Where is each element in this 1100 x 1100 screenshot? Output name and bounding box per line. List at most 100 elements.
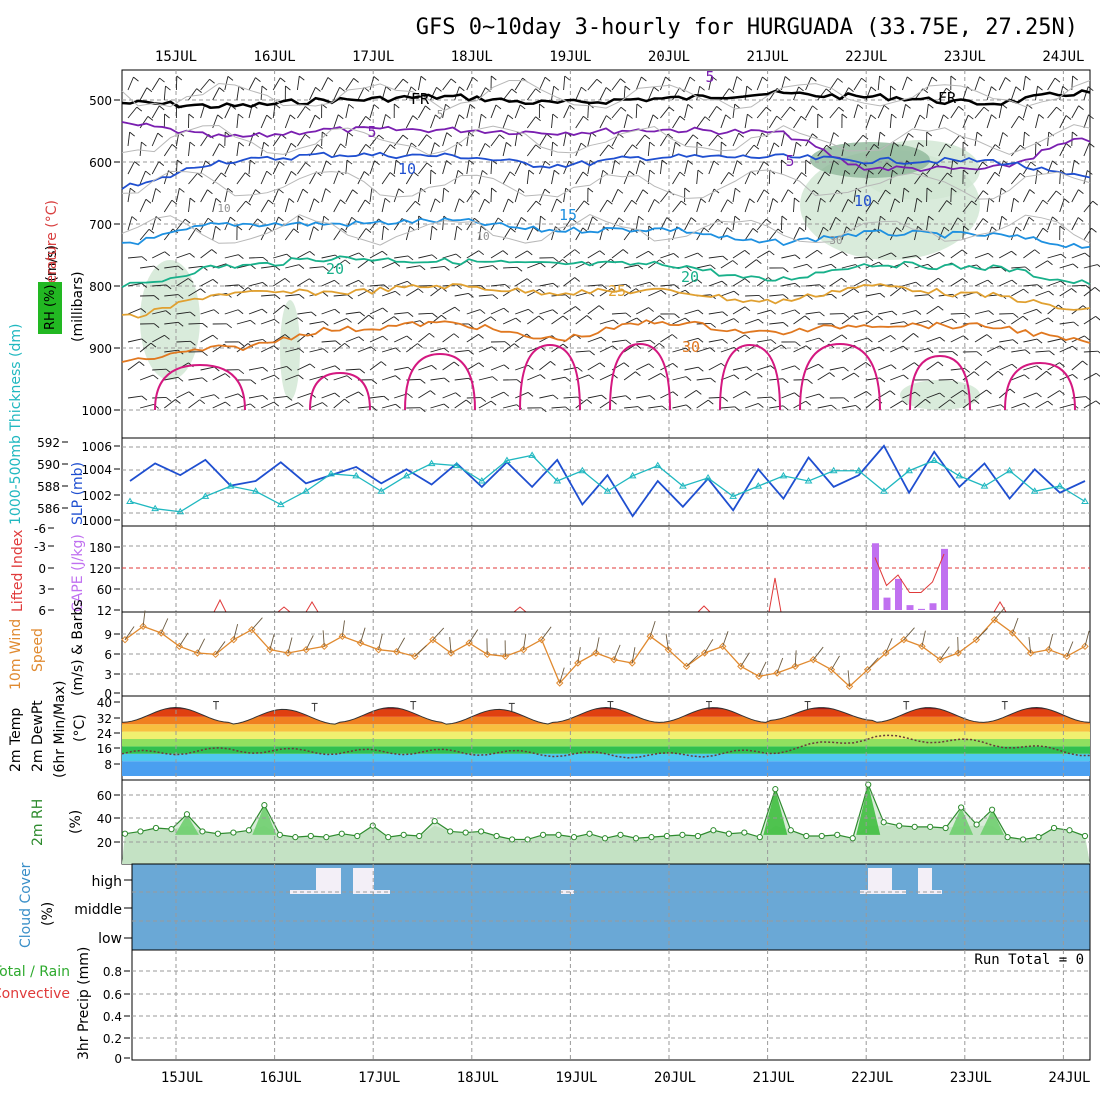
wind-barb (1011, 374, 1025, 381)
wind-barb-flag (359, 311, 365, 317)
date-label-top: 20JUL (648, 49, 690, 65)
wind-barb-flag (890, 335, 896, 340)
wind-barb-flag (552, 394, 559, 400)
thickness-point (1055, 482, 1064, 489)
wind-barb-flag (873, 199, 879, 205)
wind-barb (139, 170, 146, 185)
rh-point (973, 821, 980, 828)
wind-barb-flag (926, 187, 933, 193)
contour-35 (799, 342, 881, 411)
wind-barb-flag (697, 169, 704, 175)
wind-barb (200, 366, 215, 371)
wind-barb-flag (365, 144, 372, 149)
wind-barb-flag (602, 169, 609, 175)
wind-barb-flag (298, 348, 305, 353)
wind-barb-flag (794, 197, 800, 203)
wind-barb (853, 134, 864, 147)
tick-label: 0 (114, 1052, 122, 1066)
wind-barb (1010, 115, 1020, 129)
wind-barb (163, 144, 173, 157)
wind-barb-flag (238, 141, 245, 147)
wind-barb-flag (158, 105, 165, 111)
wind-barb (720, 172, 730, 185)
wind-barb-flag (689, 76, 696, 82)
rh-point (787, 827, 794, 834)
wind-barb-flag (687, 160, 694, 165)
wind-barb-flag (1095, 372, 1100, 377)
wind-barb-flag (290, 142, 297, 148)
wind-barb-flag (458, 114, 465, 120)
wind-barb (684, 160, 689, 175)
wind-barb (272, 188, 279, 203)
wind-barb (1047, 216, 1053, 231)
wind-barb-flag (649, 141, 655, 147)
wind-barb (321, 308, 335, 315)
wind-barb (1035, 317, 1049, 325)
wind-barb-flag (383, 225, 389, 231)
wind-barb (999, 339, 1014, 343)
wind-barb (490, 284, 505, 287)
wind-barb-flag (611, 399, 617, 405)
wind-barb-flag (758, 318, 764, 324)
tick-label: 24 (97, 727, 112, 741)
wind-barb-flag (407, 255, 414, 261)
wind-barb (160, 618, 169, 634)
thickness-point (930, 456, 939, 463)
wind-barb (756, 76, 763, 91)
wind-barb (514, 77, 523, 91)
rh-point (849, 835, 856, 842)
wind-barb-flag (738, 132, 744, 138)
tick-label: 9 (104, 628, 112, 642)
wind-barb-flag (273, 374, 280, 380)
wind-barb-flag (431, 365, 437, 370)
wind-barb (756, 161, 765, 175)
wind-barb-flag (782, 322, 789, 327)
wind-barb-flag (758, 403, 764, 408)
wind-barb (1059, 86, 1064, 101)
wind-speed-point (320, 642, 328, 651)
tick-label: 588 (37, 480, 60, 494)
wind-barb (684, 217, 692, 231)
wind-barb-flag (709, 347, 716, 352)
wind-barb (538, 161, 546, 175)
wind-barb-flag (931, 76, 938, 82)
tick-label: 1002 (81, 489, 112, 503)
wind-barb-flag (257, 218, 263, 224)
wind-barb-flag (674, 313, 680, 319)
wind-barb-flag (274, 318, 280, 324)
wind-speed-point (266, 645, 274, 654)
wind-barb (200, 334, 214, 343)
ylabel-rh: RH (%) (43, 285, 58, 330)
wind-barb-flag (177, 321, 184, 327)
cloud-panel: high middle low Cloud Cover (%) (18, 862, 1091, 951)
wind-barb (248, 308, 263, 315)
wind-barb-flag (482, 170, 488, 175)
wind-barb-flag (444, 377, 450, 383)
wind-barb (696, 170, 699, 185)
wind-barb-flag (158, 161, 165, 167)
wind-barb (273, 253, 287, 259)
wind-barb (962, 86, 968, 101)
thickness-point (603, 487, 612, 494)
wind-barb-flag (841, 277, 847, 283)
wind-barb (526, 88, 536, 101)
wind-barb (708, 255, 723, 259)
wind-barb-flag (353, 78, 359, 83)
wind-barb (635, 307, 649, 315)
precip-panel: 0.80.60.40.20 Run Total = 0 Total / Rain… (0, 947, 1091, 1066)
wind-barb-flag (668, 106, 675, 112)
wind-barb (502, 317, 516, 325)
tick-label: 3 (38, 583, 46, 597)
wind-barb-flag (753, 144, 760, 150)
wind-barb-flag (148, 228, 155, 234)
wind-barb-flag (480, 113, 487, 119)
wind-barb-flag (1022, 315, 1029, 321)
thickness-point (854, 466, 863, 474)
cape-grid (122, 526, 1090, 612)
wind-barb-flag (238, 254, 244, 259)
wind-barb-flag (665, 76, 671, 82)
wind-barb (478, 199, 486, 213)
rh-point (586, 830, 593, 837)
wind-barb (163, 199, 173, 213)
wind-barb-flag (492, 376, 498, 382)
